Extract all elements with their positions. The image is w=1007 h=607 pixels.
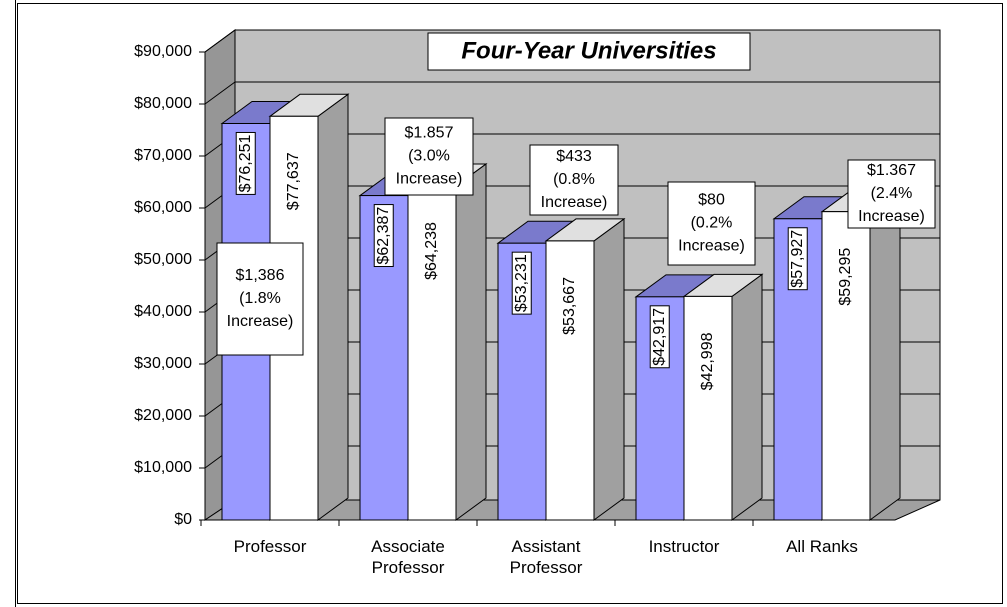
value-label: $42,917	[651, 308, 668, 366]
x-tick-label: All Ranks	[786, 537, 858, 556]
grid-line	[204, 81, 236, 105]
annotation-box	[529, 144, 619, 216]
frame	[17, 3, 1003, 604]
y-tick-label: $10,000	[134, 459, 192, 476]
bar-side	[455, 162, 487, 521]
value-label: $53,667	[561, 277, 578, 335]
annotation: Increase)	[227, 313, 294, 330]
annotation: (0.8%	[553, 171, 595, 188]
annotation: $433	[556, 148, 592, 165]
value-label-box	[373, 204, 394, 268]
value-label: $59,295	[837, 248, 854, 306]
annotation: Increase)	[858, 208, 925, 225]
value-label-box	[649, 305, 670, 369]
bar	[683, 295, 733, 521]
annotation: $1,386	[236, 267, 285, 284]
bar-side	[731, 273, 763, 521]
value-label-box	[787, 227, 808, 291]
y-tick-label: $80,000	[134, 95, 192, 112]
annotation-box	[216, 242, 304, 356]
y-tick-label: $30,000	[134, 355, 192, 372]
x-tick-label: Professor	[233, 537, 307, 556]
value-label-box	[511, 251, 532, 315]
y-tick-label: $70,000	[134, 147, 192, 164]
y-tick-label: $60,000	[134, 199, 192, 216]
annotation: Increase)	[678, 238, 745, 255]
annotation: Increase)	[541, 194, 608, 211]
value-label-box	[836, 245, 856, 308]
value-label-box	[284, 150, 304, 213]
value-label: $53,231	[513, 254, 530, 312]
value-label: $76,251	[237, 134, 254, 192]
annotation: $1.857	[405, 125, 454, 142]
value-label: $64,238	[423, 222, 440, 280]
value-label: $57,927	[789, 230, 806, 288]
y-tick-label: $90,000	[134, 43, 192, 60]
annotation: (3.0%	[408, 148, 450, 165]
x-tick-label: Instructor	[648, 537, 720, 556]
annotation: $80	[698, 192, 725, 209]
bar-side	[869, 188, 901, 521]
value-label-box	[560, 274, 580, 337]
chart-title: Four-Year Universities	[461, 37, 716, 64]
grid-line	[204, 29, 236, 53]
value-label-box	[422, 219, 442, 282]
annotation: $1.367	[867, 162, 916, 179]
x-tick-label: Assistant Professor	[509, 537, 583, 577]
bar-side	[317, 93, 349, 521]
annotation: Increase)	[396, 171, 463, 188]
y-tick-label: $0	[174, 511, 192, 528]
y-tick-label: $40,000	[134, 303, 192, 320]
value-label-box	[235, 131, 256, 195]
annotation: (0.2%	[691, 215, 733, 232]
x-tick-label: Associate Professor	[371, 537, 445, 577]
value-label: $42,998	[699, 332, 716, 390]
annotation: (1.8%	[239, 290, 281, 307]
y-tick-label: $20,000	[134, 407, 192, 424]
value-label: $62,387	[375, 207, 392, 265]
value-label-box	[698, 330, 718, 393]
y-tick-label: $50,000	[134, 251, 192, 268]
title-box	[427, 32, 751, 71]
annotation-box	[667, 181, 756, 266]
bar-side	[593, 217, 625, 521]
value-label: $77,637	[285, 152, 302, 210]
annotation-box	[384, 117, 474, 196]
annotation: (2.4%	[871, 185, 913, 202]
annotation-box	[847, 159, 936, 229]
